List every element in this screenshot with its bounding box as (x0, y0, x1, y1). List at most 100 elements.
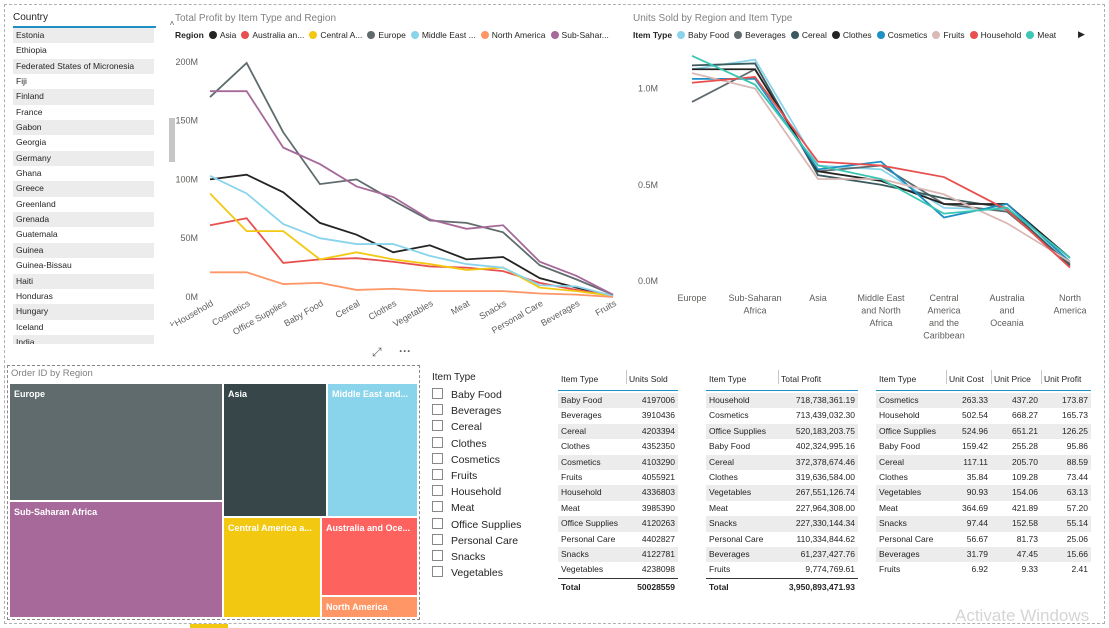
legend-item[interactable]: Fruits (932, 30, 965, 40)
item-type-option[interactable]: Household (432, 485, 501, 501)
series-line-europe[interactable] (209, 61, 614, 296)
country-item[interactable]: Guatemala (16, 229, 58, 240)
item-type-option[interactable]: Cosmetics (432, 452, 500, 469)
country-item[interactable]: Honduras (16, 290, 53, 301)
country-list[interactable]: Estonia Ethiopia Federated States of Micro… (13, 28, 154, 344)
item-type-option[interactable]: Cereal (432, 420, 482, 436)
legend-item[interactable]: North America (480, 30, 546, 40)
checkbox-icon[interactable] (432, 436, 443, 448)
series-line-fruits[interactable] (691, 72, 1071, 263)
country-item[interactable]: Finland (13, 89, 154, 105)
column-header[interactable]: Item Type (879, 374, 917, 384)
units-line-chart[interactable]: 0.0M 0.5M 1.0M Europe Sub-Saharan Africa Asia M… (630, 42, 1100, 347)
country-scrollbar[interactable]: ˄ ˅ (168, 19, 176, 329)
scroll-down-icon[interactable]: ˅ (169, 320, 175, 329)
item-type-option[interactable]: Clothes (432, 436, 487, 453)
item-type-option[interactable]: Snacks (432, 550, 485, 566)
legend-item[interactable]: Australia an... (241, 30, 304, 40)
checkbox-icon[interactable] (432, 566, 443, 578)
series-line-beverages[interactable] (691, 68, 1071, 265)
country-item[interactable]: Germany (13, 150, 154, 167)
profit-chart-legend[interactable]: Region Asia Australia an... Central A... Eur… (175, 30, 625, 40)
legend-item[interactable]: Meat (1026, 30, 1056, 40)
legend-item[interactable]: Baby Food (677, 30, 729, 40)
column-header[interactable]: Unit Cost (949, 374, 984, 384)
checkbox-icon[interactable] (432, 420, 443, 432)
country-item[interactable]: Fiji (16, 76, 27, 87)
series-line-household[interactable] (691, 76, 1071, 269)
country-item[interactable]: Ghana (16, 168, 42, 179)
country-item[interactable]: Hungary (13, 304, 154, 320)
profit-line-chart[interactable]: 0M50M100M150M200MHouseholdCosmeticsOffic… (165, 42, 625, 342)
legend-item[interactable]: Cereal (790, 30, 827, 40)
series-line-australia-an[interactable] (209, 217, 614, 297)
checkbox-icon[interactable] (432, 550, 443, 561)
checkbox-icon[interactable] (432, 469, 443, 480)
series-line-cereal[interactable] (691, 62, 1071, 267)
column-header[interactable]: Units Sold (629, 374, 668, 384)
legend-item[interactable]: Middle East ... (410, 30, 476, 40)
series-line-meat[interactable] (691, 54, 1071, 259)
scroll-up-icon[interactable]: ˄ (169, 19, 175, 28)
legend-item[interactable]: Europe (367, 30, 406, 40)
column-header[interactable]: Unit Profit (1044, 374, 1082, 384)
item-type-option[interactable]: Fruits (432, 469, 477, 485)
country-item[interactable]: Georgia (16, 137, 47, 148)
more-options-icon[interactable]: ··· (399, 344, 411, 358)
country-item[interactable]: Ethiopia (16, 45, 47, 56)
country-item[interactable]: Iceland (16, 321, 44, 332)
country-item[interactable]: Grenada (13, 212, 154, 228)
column-header[interactable]: Unit Price (994, 374, 1031, 384)
order-id-treemap[interactable]: Europe Sub-Saharan Africa Asia Middle Ea… (9, 367, 418, 618)
treemap-cell-central-america[interactable]: Central America a... (223, 517, 321, 618)
country-item[interactable]: Estonia (13, 28, 154, 44)
legend-item[interactable]: Cosmetics (876, 30, 927, 40)
scroll-thumb[interactable] (169, 118, 175, 162)
item-type-option[interactable]: Vegetables (432, 566, 503, 582)
legend-next-icon[interactable]: ▶ (1078, 29, 1085, 39)
column-header[interactable]: Item Type (561, 374, 599, 384)
units-chart-legend[interactable]: Item Type Baby Food Beverages Cereal Clothes… (633, 30, 1073, 40)
country-item[interactable]: Haiti (13, 273, 154, 289)
country-item[interactable]: Greece (13, 181, 154, 197)
treemap-cell-sub-saharan-africa[interactable]: Sub-Saharan Africa (9, 501, 223, 618)
checkbox-icon[interactable] (432, 533, 443, 545)
series-line-cosmetics[interactable] (692, 77, 1071, 263)
checkbox-icon[interactable] (432, 452, 443, 464)
legend-item[interactable]: Asia (208, 30, 236, 40)
series-line-north-america[interactable] (210, 271, 614, 298)
treemap-cell-asia[interactable]: Asia (223, 383, 327, 517)
column-header[interactable]: Item Type (709, 374, 747, 384)
item-type-slicer[interactable]: Item Type Baby Food Beverages Cereal Clothe… (430, 370, 550, 600)
legend-item[interactable]: Sub-Sahar... (550, 30, 609, 40)
series-line-clothes[interactable] (692, 68, 1071, 259)
treemap-cell-australia[interactable]: Australia and Oce... (321, 517, 418, 596)
country-slicer[interactable]: Country Estonia Ethiopia Federated States … (10, 8, 175, 344)
country-item[interactable]: India (13, 334, 154, 344)
country-item[interactable]: Greenland (16, 198, 56, 209)
treemap-cell-middle-east[interactable]: Middle East and... (327, 383, 418, 517)
treemap-cell-europe[interactable]: Europe (9, 383, 223, 501)
item-type-option[interactable]: Meat (432, 501, 474, 517)
item-type-option[interactable]: Personal Care (432, 533, 518, 550)
country-item[interactable]: France (16, 106, 43, 117)
column-header[interactable]: Total Profit (781, 374, 822, 384)
series-line-asia[interactable] (209, 173, 614, 297)
legend-item[interactable]: Central A... (309, 30, 362, 40)
focus-mode-icon[interactable]: ⤢ (372, 345, 382, 359)
legend-item[interactable]: Beverages (734, 30, 786, 40)
country-item[interactable]: Guinea-Bissau (16, 260, 72, 271)
legend-item[interactable]: Household (969, 30, 1021, 40)
checkbox-icon[interactable] (432, 404, 443, 416)
checkbox-icon[interactable] (432, 388, 443, 399)
country-item[interactable]: Guinea (13, 242, 154, 259)
item-type-option[interactable]: Beverages (432, 404, 501, 420)
checkbox-icon[interactable] (432, 485, 443, 497)
country-item[interactable]: Federated States of Micronesia (13, 58, 154, 75)
checkbox-icon[interactable] (432, 501, 443, 513)
series-line-sub-sahar[interactable] (210, 90, 614, 296)
checkbox-icon[interactable] (432, 517, 443, 529)
series-line-baby-food[interactable] (691, 58, 1071, 263)
item-type-option[interactable]: Baby Food (432, 388, 502, 404)
treemap-cell-north-america[interactable]: North America (321, 596, 418, 618)
